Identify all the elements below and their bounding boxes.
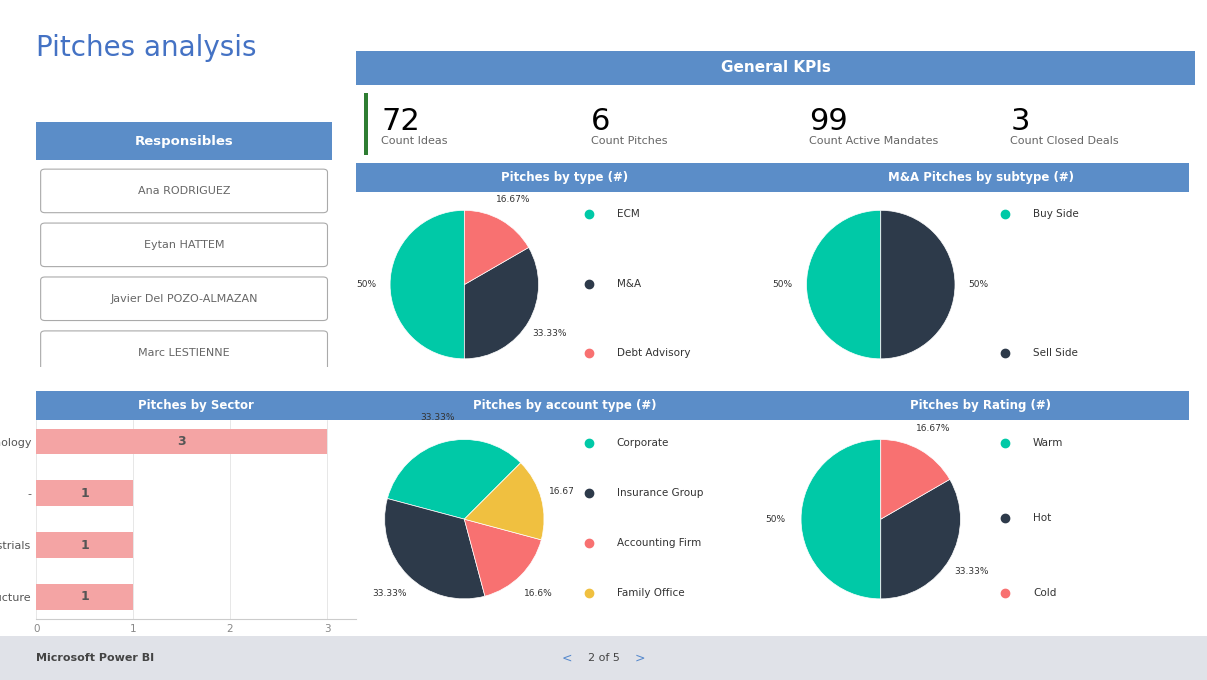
Text: Insurance Group: Insurance Group xyxy=(617,488,702,498)
Text: 16.67%: 16.67% xyxy=(549,488,583,496)
FancyBboxPatch shape xyxy=(41,223,327,267)
Text: Pitches by Rating (#): Pitches by Rating (#) xyxy=(910,398,1051,412)
Wedge shape xyxy=(881,479,961,599)
Text: Count Active Mandates: Count Active Mandates xyxy=(809,136,938,146)
Text: 1: 1 xyxy=(81,487,89,500)
FancyBboxPatch shape xyxy=(41,169,327,213)
Text: Family Office: Family Office xyxy=(617,588,684,598)
Text: Pitches by type (#): Pitches by type (#) xyxy=(501,171,628,184)
Text: 99: 99 xyxy=(809,107,847,136)
Text: General KPIs: General KPIs xyxy=(721,61,830,75)
FancyBboxPatch shape xyxy=(41,277,327,320)
Bar xyxy=(365,92,368,156)
Text: Buy Side: Buy Side xyxy=(1033,209,1079,219)
Text: 50%: 50% xyxy=(765,515,786,524)
Text: 33.33%: 33.33% xyxy=(532,329,566,338)
Text: Cold: Cold xyxy=(1033,588,1056,598)
Text: Javier Del POZO-ALMAZAN: Javier Del POZO-ALMAZAN xyxy=(110,294,258,304)
Text: Hot: Hot xyxy=(1033,513,1051,523)
Text: 33.33%: 33.33% xyxy=(955,567,989,576)
Text: 6: 6 xyxy=(591,107,611,136)
Wedge shape xyxy=(465,210,529,284)
Text: Count Closed Deals: Count Closed Deals xyxy=(1010,136,1119,146)
Wedge shape xyxy=(801,439,881,599)
Text: <: < xyxy=(562,651,572,664)
Wedge shape xyxy=(881,210,955,359)
Text: Ana RODRIGUEZ: Ana RODRIGUEZ xyxy=(138,186,231,196)
Text: 16.67%: 16.67% xyxy=(916,424,951,432)
Text: Responsibles: Responsibles xyxy=(135,135,233,148)
Bar xyxy=(36,480,133,506)
Text: 50%: 50% xyxy=(356,280,377,289)
Text: >: > xyxy=(635,651,645,664)
Text: Debt Advisory: Debt Advisory xyxy=(617,348,690,358)
Text: 33.33%: 33.33% xyxy=(373,589,407,598)
Text: Sell Side: Sell Side xyxy=(1033,348,1078,358)
Wedge shape xyxy=(465,520,541,596)
Text: Count Ideas: Count Ideas xyxy=(381,136,448,146)
Wedge shape xyxy=(806,210,881,359)
Text: Pitches by account type (#): Pitches by account type (#) xyxy=(472,398,657,412)
Text: 1: 1 xyxy=(81,539,89,551)
Text: 3: 3 xyxy=(1010,107,1030,136)
Text: Marc LESTIENNE: Marc LESTIENNE xyxy=(139,347,229,358)
Bar xyxy=(36,584,133,610)
Text: Count Pitches: Count Pitches xyxy=(591,136,667,146)
Wedge shape xyxy=(387,439,520,520)
Text: Corporate: Corporate xyxy=(617,439,669,449)
Text: 50%: 50% xyxy=(772,280,793,289)
Text: Pitches analysis: Pitches analysis xyxy=(36,34,257,62)
Text: Pitches by Sector: Pitches by Sector xyxy=(138,398,255,412)
Text: ECM: ECM xyxy=(617,209,640,219)
Text: 72: 72 xyxy=(381,107,420,136)
Wedge shape xyxy=(465,248,538,359)
Text: Eytan HATTEM: Eytan HATTEM xyxy=(144,240,225,250)
Text: 2 of 5: 2 of 5 xyxy=(588,653,619,663)
Text: 50%: 50% xyxy=(969,280,989,289)
Text: M&A: M&A xyxy=(617,279,641,288)
Text: 3: 3 xyxy=(177,435,186,448)
Wedge shape xyxy=(881,439,950,520)
Text: Accounting Firm: Accounting Firm xyxy=(617,538,701,548)
Bar xyxy=(36,428,327,454)
Text: Warm: Warm xyxy=(1033,439,1063,449)
Text: 16.67%: 16.67% xyxy=(496,195,531,204)
Text: 1: 1 xyxy=(81,590,89,603)
Text: Microsoft Power BI: Microsoft Power BI xyxy=(36,653,154,663)
Text: M&A Pitches by subtype (#): M&A Pitches by subtype (#) xyxy=(887,171,1074,184)
Wedge shape xyxy=(385,498,485,599)
Wedge shape xyxy=(465,463,544,540)
Wedge shape xyxy=(390,210,465,359)
Text: 16.6%: 16.6% xyxy=(524,589,553,598)
Bar xyxy=(36,532,133,558)
Text: 33.33%: 33.33% xyxy=(420,413,454,422)
FancyBboxPatch shape xyxy=(41,331,327,375)
